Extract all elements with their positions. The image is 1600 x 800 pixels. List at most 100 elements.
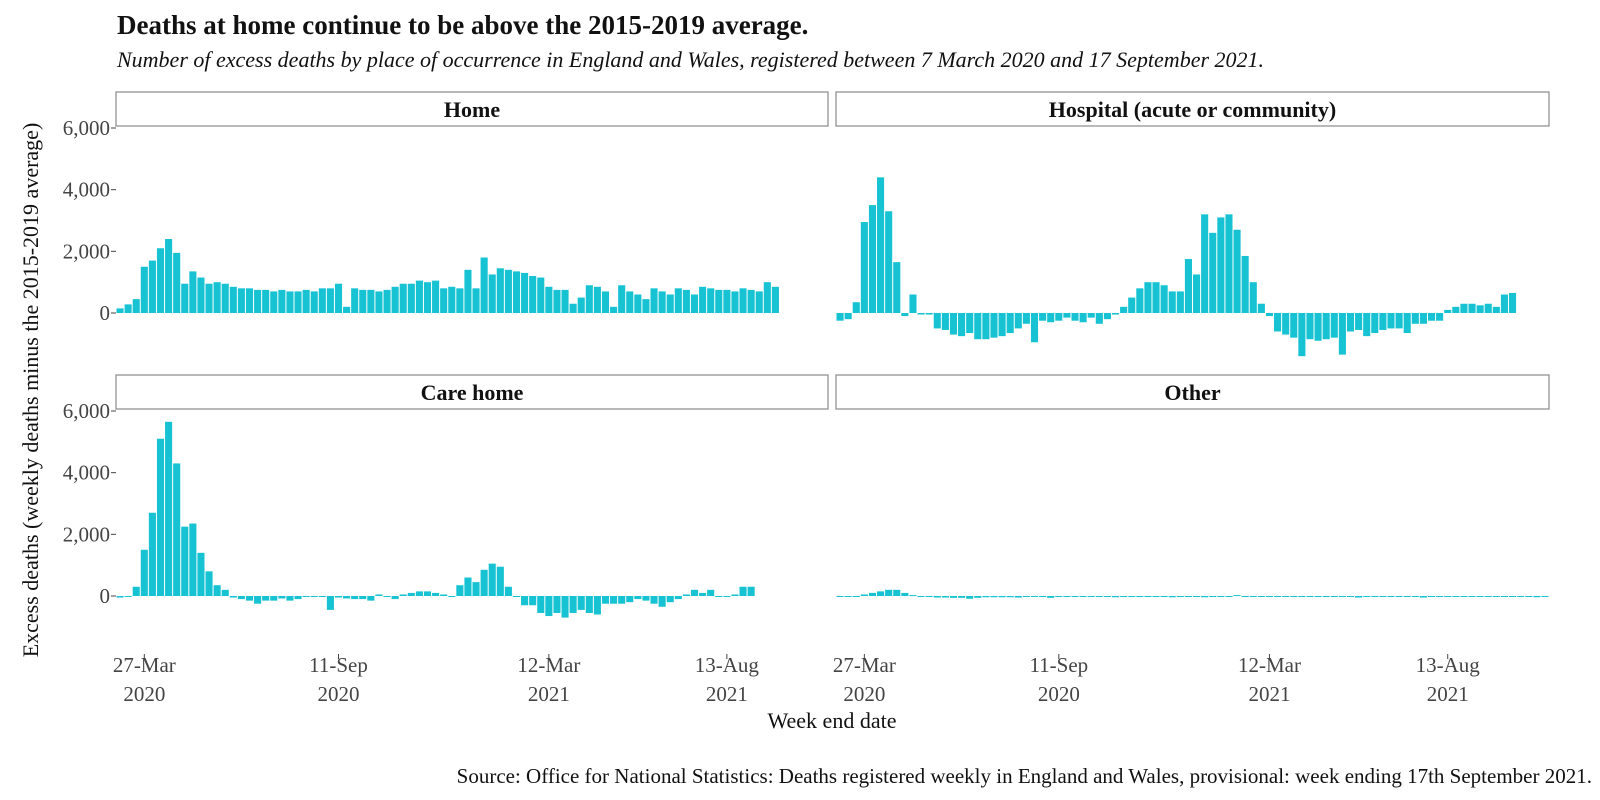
bar <box>1257 303 1265 313</box>
bar <box>1030 313 1039 343</box>
bar <box>415 280 423 314</box>
bar <box>569 303 577 313</box>
bar <box>974 313 982 340</box>
bar <box>877 177 885 313</box>
bar <box>1030 596 1039 597</box>
bar <box>1444 309 1452 313</box>
x-tick-year-label: 2020 <box>1038 682 1080 706</box>
bar <box>262 596 270 601</box>
bar <box>521 596 529 606</box>
bar <box>1363 596 1371 597</box>
bar <box>270 596 278 601</box>
bar <box>375 291 383 313</box>
bar <box>488 274 496 313</box>
bar <box>254 596 262 604</box>
bar <box>1533 596 1541 598</box>
bar <box>949 596 958 598</box>
bar <box>1006 596 1014 598</box>
bar <box>901 313 909 317</box>
bar <box>925 313 933 315</box>
bar <box>1338 596 1346 597</box>
bar <box>852 596 860 597</box>
bar <box>334 283 343 313</box>
bar <box>1144 282 1152 313</box>
bar <box>148 512 156 596</box>
bar <box>1136 596 1144 597</box>
bar <box>1047 313 1055 323</box>
bar <box>537 277 545 313</box>
bar <box>1346 596 1355 597</box>
bar <box>618 596 626 604</box>
bar <box>690 589 699 596</box>
bar <box>715 289 723 314</box>
bar <box>310 291 318 313</box>
bar <box>512 271 521 314</box>
bar <box>472 288 480 313</box>
bar <box>480 569 488 596</box>
bar <box>456 585 464 596</box>
bar <box>1330 596 1338 597</box>
chart-title: Deaths at home continue to be above the … <box>117 10 809 40</box>
x-tick-label: 11-Sep <box>309 653 368 677</box>
bar <box>1111 596 1120 598</box>
bar <box>318 288 326 313</box>
bar <box>699 592 707 596</box>
x-tick-year-label: 2021 <box>528 682 570 706</box>
bar <box>359 289 367 314</box>
bar <box>868 205 877 313</box>
bar <box>618 285 626 313</box>
bar <box>391 286 399 313</box>
bar <box>642 299 650 314</box>
bar <box>885 589 893 596</box>
bar <box>860 594 868 596</box>
bar <box>140 266 148 313</box>
bar <box>334 596 343 598</box>
bar <box>626 291 634 313</box>
y-tick-label: 4,000 <box>63 461 110 485</box>
bar <box>690 294 699 313</box>
bar <box>666 596 674 603</box>
bar <box>682 289 690 314</box>
bar <box>1290 313 1298 338</box>
bar <box>634 596 642 600</box>
bar <box>1249 282 1257 313</box>
bar <box>1160 596 1168 597</box>
bar <box>909 294 917 313</box>
bar <box>310 596 318 597</box>
x-axis-title: Week end date <box>768 708 897 733</box>
bar <box>1355 313 1363 330</box>
facet-strip <box>835 91 1550 127</box>
bar <box>545 596 553 617</box>
bar <box>464 577 472 596</box>
x-tick-label: 27-Mar <box>833 653 896 677</box>
panel-3: Care home 0 2,000 4,000 6,000 27-Mar 2020 11-Se… <box>63 374 829 706</box>
bar <box>181 283 189 313</box>
facet-strip <box>115 91 829 127</box>
y-axis-title: Excess deaths (weekly deaths minus the 2… <box>18 123 43 658</box>
y-tick-label: 4,000 <box>63 178 110 202</box>
bar <box>359 596 367 600</box>
bar <box>1419 313 1427 324</box>
bar <box>715 596 723 597</box>
bar <box>1152 596 1160 597</box>
bar <box>1193 274 1201 313</box>
bar <box>1152 282 1160 313</box>
bar <box>585 285 593 313</box>
bar <box>1338 313 1346 355</box>
bar <box>1508 292 1517 313</box>
bar <box>221 283 229 313</box>
bar <box>1460 303 1468 313</box>
bar <box>1436 596 1444 597</box>
bar <box>286 291 294 313</box>
y-tick-label: 0 <box>100 584 111 608</box>
bar <box>254 289 262 314</box>
bar <box>1306 313 1314 340</box>
bar <box>553 289 561 314</box>
bar <box>1444 596 1452 597</box>
bar <box>407 283 415 313</box>
bar <box>197 552 205 596</box>
bar <box>966 313 974 334</box>
bar <box>343 306 351 313</box>
bar <box>1095 313 1103 324</box>
